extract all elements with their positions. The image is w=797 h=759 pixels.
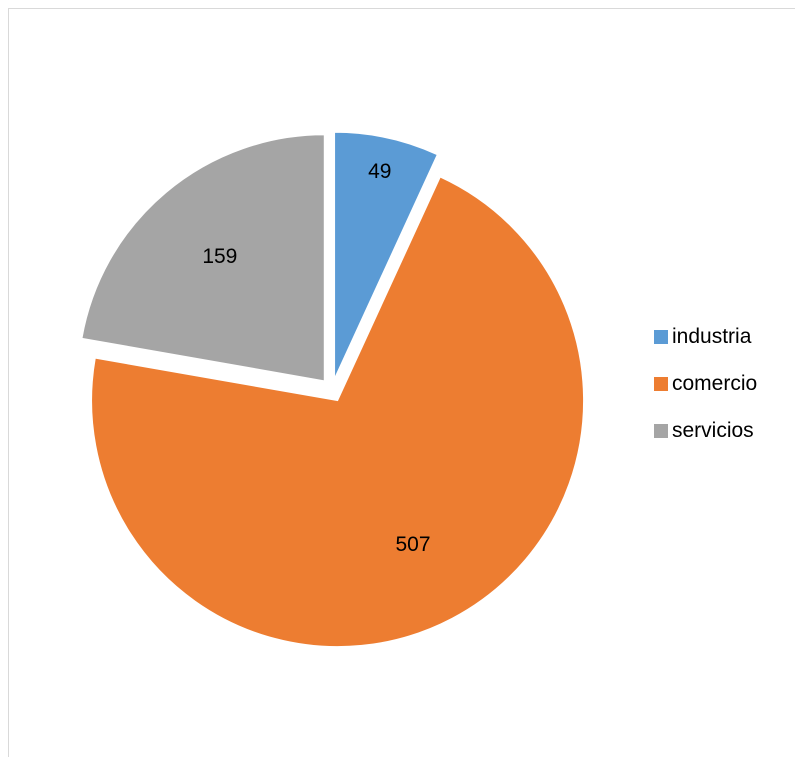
legend: industria comercio servicios <box>654 325 757 466</box>
legend-swatch-industria <box>654 330 668 344</box>
data-label-industria: 49 <box>368 160 391 183</box>
legend-swatch-comercio <box>654 377 668 391</box>
legend-item-comercio: comercio <box>654 372 757 396</box>
pie-slice-industria <box>334 131 438 379</box>
pie-slice-servicios <box>81 134 325 382</box>
legend-item-servicios: servicios <box>654 419 757 443</box>
legend-label-comercio: comercio <box>672 372 758 395</box>
data-label-servicios: 159 <box>202 245 237 268</box>
data-label-comercio: 507 <box>396 533 431 556</box>
legend-label-servicios: servicios <box>672 419 754 442</box>
legend-item-industria: industria <box>654 325 757 349</box>
legend-swatch-servicios <box>654 424 668 438</box>
legend-label-industria: industria <box>672 325 752 348</box>
pie-slice-comercio <box>91 176 584 648</box>
